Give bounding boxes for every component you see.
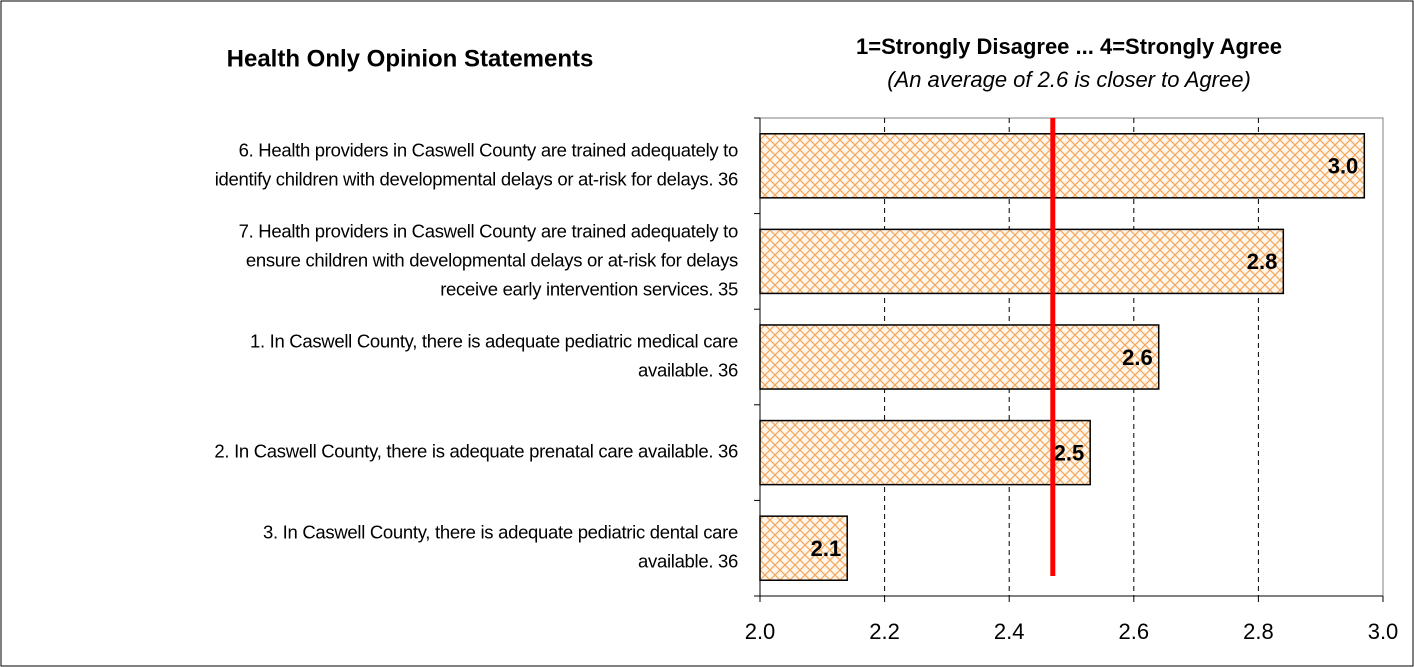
y-tick-label: 6. Health providers in Caswell County ar… — [215, 139, 738, 189]
bar — [759, 228, 1285, 295]
bar — [759, 419, 1091, 486]
x-tick-label: 2.2 — [869, 619, 900, 644]
x-tick-label: 2.0 — [745, 619, 776, 644]
x-tick-label: 2.4 — [994, 619, 1025, 644]
chart-subtitle: 1=Strongly Disagree ... 4=Strongly Agree — [856, 34, 1282, 59]
bar — [759, 133, 1366, 199]
bar — [759, 515, 848, 581]
data-label: 3.0 — [1328, 154, 1359, 179]
data-label: 2.6 — [1122, 345, 1153, 370]
chart-title: Health Only Opinion Statements — [227, 45, 594, 72]
data-label: 2.1 — [811, 536, 842, 561]
y-tick-label: 7. Health providers in Caswell County ar… — [239, 220, 738, 299]
x-tick-label: 2.8 — [1243, 619, 1274, 644]
bar — [759, 324, 1160, 390]
x-tick-label: 2.6 — [1119, 619, 1150, 644]
annotation: (An average of 2.6 is closer to Agree) — [887, 67, 1251, 92]
x-tick-label: 3.0 — [1368, 619, 1399, 644]
y-tick-label: 2. In Caswell County, there is adequate … — [214, 440, 738, 461]
y-tick-label: 3. In Caswell County, there is adequate … — [263, 522, 738, 572]
y-tick-label: 1. In Caswell County, there is adequate … — [250, 330, 738, 380]
data-label: 2.5 — [1054, 440, 1085, 465]
data-label: 2.8 — [1247, 249, 1278, 274]
